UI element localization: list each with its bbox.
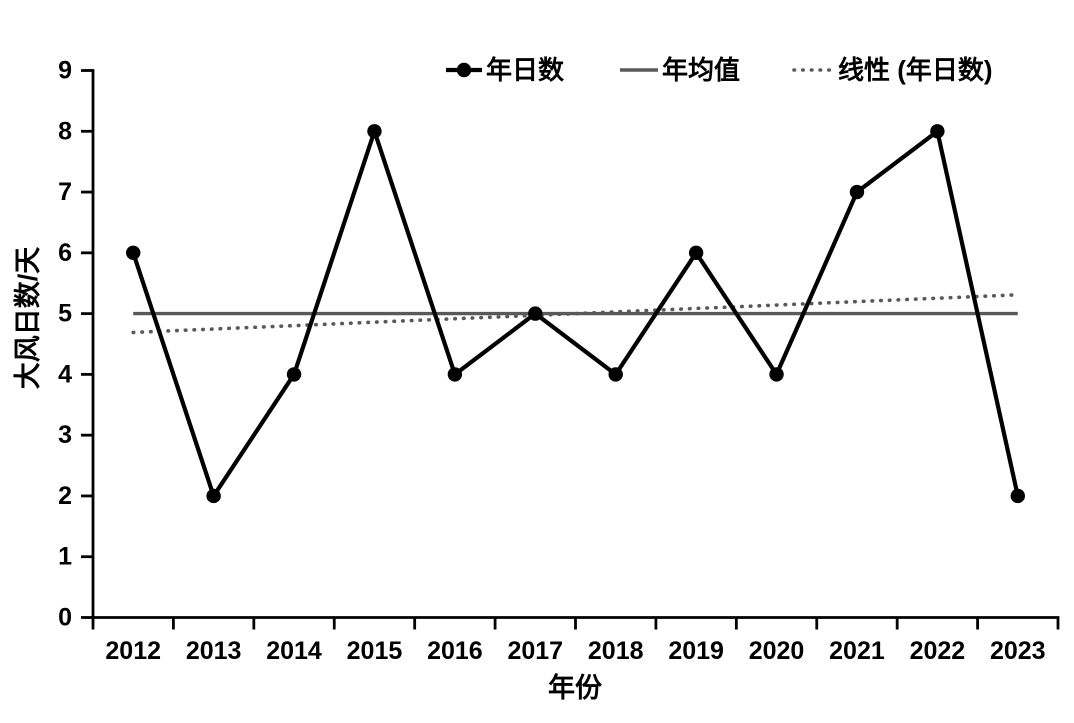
y-tick-label: 3: [58, 421, 72, 449]
legend-label-annual-mean: 年均值: [662, 55, 740, 85]
y-tick-label: 4: [58, 360, 72, 388]
x-tick-label: 2023: [990, 637, 1046, 665]
data-point-marker: [126, 245, 141, 261]
x-tick-label: 2020: [749, 637, 805, 665]
x-tick-label: 2014: [266, 637, 322, 665]
data-point-marker: [206, 488, 221, 504]
y-tick-label: 1: [58, 543, 72, 571]
data-point-marker: [286, 367, 302, 382]
data-point-marker: [849, 184, 865, 200]
data-point-marker: [367, 124, 382, 139]
data-point-marker: [447, 367, 463, 382]
y-tick-label: 5: [58, 300, 72, 328]
y-tick-label: 0: [58, 604, 72, 632]
legend: 年日数 年均值 线性 (年日数): [446, 55, 993, 85]
data-point-marker: [930, 124, 945, 139]
data-point-marker: [769, 367, 784, 382]
x-tick-label: 2018: [588, 637, 644, 665]
data-point-marker: [688, 245, 704, 261]
legend-sample-marker-annual-days: [456, 62, 472, 78]
legend-item-annual-mean: 年均值: [620, 55, 740, 85]
x-tick-label: 2012: [105, 637, 161, 665]
plot-area: 0 1 2 3 4 5 6 7 8 9 2012 2013 2014 2015 2016 2017 2018 20…: [58, 57, 1060, 665]
data-point-marker: [528, 306, 543, 321]
legend-item-annual-days: 年日数: [446, 55, 565, 85]
y-tick-label: 8: [58, 117, 72, 145]
legend-label-linear-trend: 线性 (年日数): [838, 55, 993, 85]
x-tick-label: 2019: [668, 637, 724, 665]
x-axis-title: 年份: [548, 672, 602, 703]
y-tick-label: 6: [58, 239, 72, 267]
y-tick-label: 9: [58, 57, 72, 85]
data-point-marker: [1010, 488, 1025, 504]
x-tick-label: 2021: [829, 637, 885, 665]
x-tick-label: 2016: [427, 637, 483, 665]
trend-line-series: [131, 292, 1020, 335]
y-tick-label: 2: [58, 482, 72, 510]
x-tick-label: 2015: [347, 637, 403, 665]
x-tick-label: 2013: [186, 637, 242, 665]
data-point-marker: [608, 367, 623, 382]
legend-label-annual-days: 年日数: [486, 55, 565, 85]
y-tick-label: 7: [58, 178, 72, 206]
legend-item-linear-trend: 线性 (年日数): [792, 55, 993, 85]
y-axis-title: 大风日数/天: [13, 247, 43, 390]
main-line-series: [131, 129, 1020, 499]
x-tick-label: 2017: [507, 637, 563, 665]
x-tick-label: 2022: [910, 637, 966, 665]
